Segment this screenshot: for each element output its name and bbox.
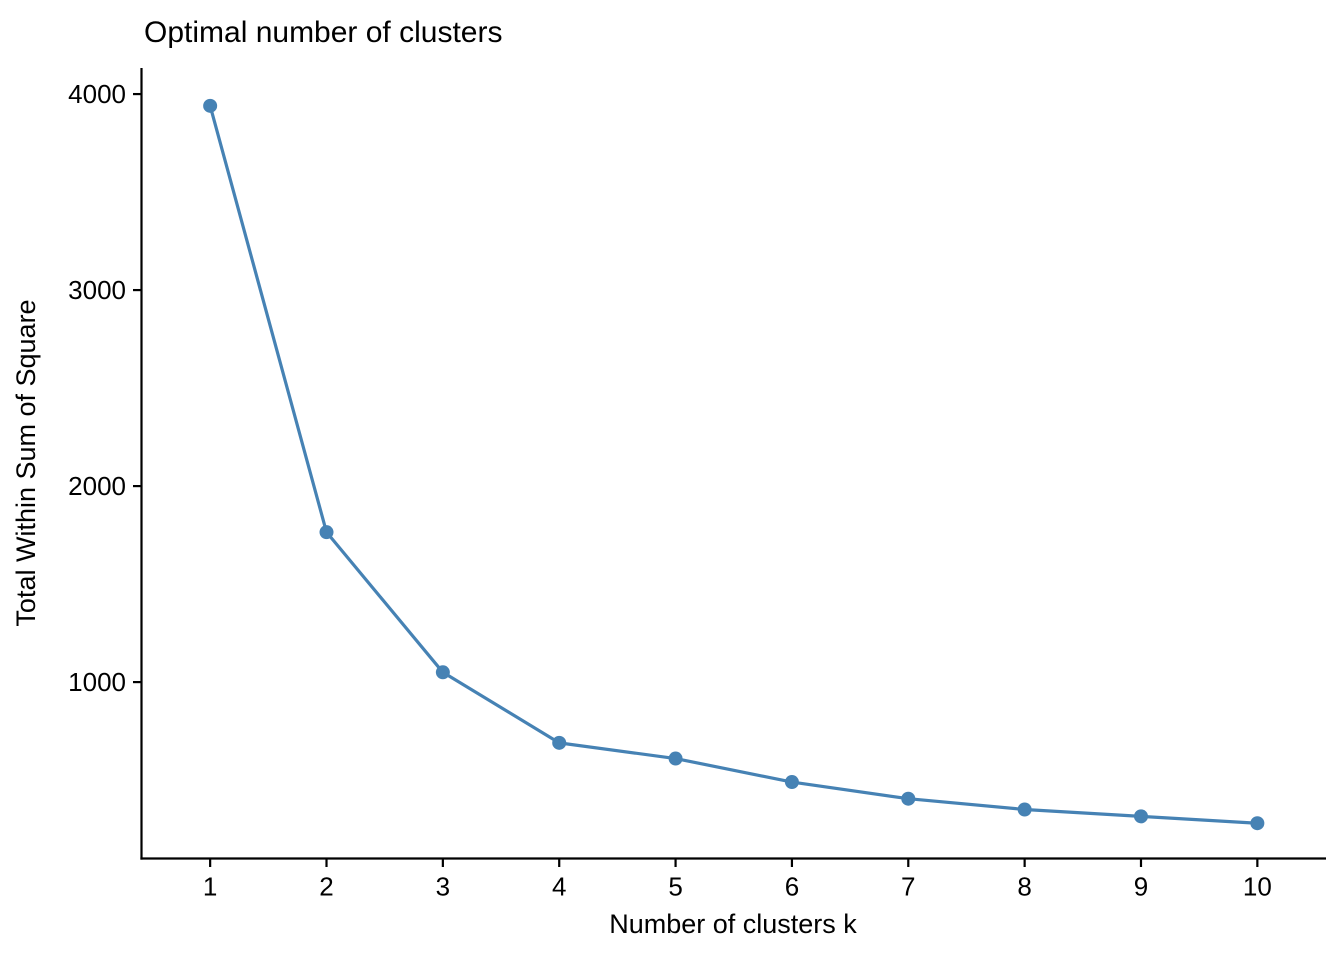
- x-tick-label: 4: [552, 872, 566, 902]
- wss-series-layer: [203, 98, 1265, 831]
- data-point: [1017, 802, 1032, 817]
- y-tick-label: 2000: [68, 471, 126, 501]
- data-point: [1133, 809, 1148, 824]
- data-point: [203, 98, 218, 113]
- y-tick-label: 4000: [68, 79, 126, 109]
- data-point: [1250, 816, 1265, 831]
- y-tick-label: 3000: [68, 275, 126, 305]
- x-tick-label: 8: [1017, 872, 1031, 902]
- data-point: [901, 791, 916, 806]
- data-point: [319, 525, 334, 540]
- x-tick-label: 2: [319, 872, 333, 902]
- x-tick-label: 6: [785, 872, 799, 902]
- y-axis-title: Total Within Sum of Square: [11, 299, 41, 626]
- x-tick-label: 3: [436, 872, 450, 902]
- series-line: [208, 104, 1259, 825]
- data-point: [668, 751, 683, 766]
- data-point: [435, 665, 450, 680]
- data-point: [552, 735, 567, 750]
- x-tick-label: 7: [901, 872, 915, 902]
- x-tick-label: 9: [1134, 872, 1148, 902]
- x-tick-label: 5: [668, 872, 682, 902]
- x-tick-label: 10: [1243, 872, 1272, 902]
- data-point: [784, 775, 799, 790]
- chart-title: Optimal number of clusters: [144, 16, 502, 49]
- axes-layer: 1000 2000 3000 4000 1 2 3 4 5 6 7 8 9 10: [68, 68, 1326, 902]
- x-tick-label: 1: [203, 872, 217, 902]
- x-axis-title: Number of clusters k: [609, 909, 857, 939]
- y-tick-label: 1000: [68, 667, 126, 697]
